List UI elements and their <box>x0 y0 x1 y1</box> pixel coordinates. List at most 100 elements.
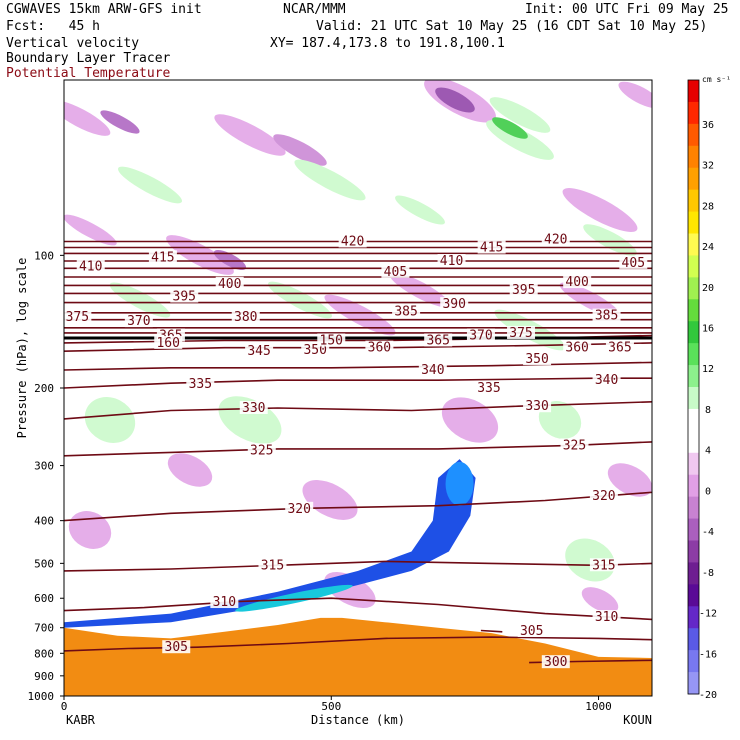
colorbar-label: -8 <box>702 568 714 579</box>
isentrope-label: 365 <box>426 333 449 348</box>
y-tick-label: 800 <box>34 647 54 660</box>
isentrope-label: 320 <box>592 489 615 504</box>
vv-cell-25 <box>167 453 213 487</box>
y-tick-label: 300 <box>34 460 54 473</box>
vv-cell-15 <box>166 235 234 275</box>
isentrope-label: 375 <box>66 310 89 325</box>
vv-cell-32 <box>68 511 112 549</box>
isentrope-label: 310 <box>595 610 618 625</box>
axes: 100 200 300 400 500 600 700 800 900 1000 0 500 1000 D… <box>15 249 652 727</box>
colorbar-label: 20 <box>702 283 714 294</box>
isentrope-label-bg <box>507 325 536 339</box>
isentrope-label-bg <box>124 314 153 328</box>
colorbar-swatch <box>688 628 699 651</box>
colorbar-swatch <box>688 80 699 103</box>
isentrope-label: 330 <box>242 401 265 416</box>
isentrope-label: 340 <box>595 373 618 388</box>
isentrope-label: 410 <box>79 260 102 275</box>
isentrope-305 <box>480 629 503 633</box>
vv-cell-11 <box>492 117 528 139</box>
y-tick-label: 400 <box>34 515 54 528</box>
isentrope-label-bg <box>477 240 506 254</box>
isentrope-label: 405 <box>384 265 407 280</box>
cross-section-coords: XY= 187.4,173.8 to 191.8,100.1 <box>270 36 505 51</box>
vv-cell-6 <box>395 195 445 225</box>
colorbar-swatch <box>688 365 699 388</box>
x-axis-label: Distance (km) <box>311 713 405 727</box>
isentrope-label: 300 <box>544 655 567 670</box>
isentrope-label-bg <box>474 381 503 394</box>
colorbar-swatch <box>688 496 699 520</box>
tracer-plume <box>64 459 476 628</box>
colorbar-label: -4 <box>702 527 714 538</box>
colorbar-swatch <box>688 474 699 498</box>
vv-cell-4 <box>294 159 366 201</box>
isentrope-label: 365 <box>608 341 631 356</box>
y-tick-label: 200 <box>34 382 54 395</box>
isentrope-label-bg <box>517 623 546 637</box>
x-tick-label: 1000 <box>585 700 612 713</box>
isentrope-label: 400 <box>565 275 588 290</box>
isentrope-label-bg <box>563 340 592 354</box>
colorbar-swatch <box>688 277 699 300</box>
isentrope-labels: 300 305 305 310 310 315 315 320 320 325 325 330 330 3… <box>64 232 648 670</box>
isentrope-label: 420 <box>341 234 364 249</box>
vertical-velocity-shading <box>64 80 652 613</box>
init-time: Init: 00 UTC Fri 09 May 25 <box>525 2 729 17</box>
plot-area: 300 305 305 310 310 315 315 320 320 325 325 330 330 3… <box>64 80 652 696</box>
isentrope-label-bg <box>285 501 314 515</box>
isentrope-label-bg <box>381 264 410 278</box>
isentrope-label-bg <box>523 352 552 366</box>
field-label-theta: Potential Temperature <box>6 66 171 81</box>
colorbar-label: 4 <box>705 446 711 457</box>
colorbar-swatch <box>688 299 699 322</box>
colorbar-swatch <box>688 145 699 169</box>
isentrope-label-bg <box>76 259 105 273</box>
vv-cell-23 <box>64 214 117 246</box>
vv-cell-5 <box>117 166 183 204</box>
colorbar-label: 24 <box>702 242 714 253</box>
isentrope-label-bg <box>424 333 453 347</box>
isentrope-label-bg <box>392 304 421 318</box>
right-endpoint: KOUN <box>623 713 652 727</box>
isentrope-label: 335 <box>477 381 500 396</box>
colorbar-label: -20 <box>699 690 717 701</box>
isentrope-label: 305 <box>520 624 543 639</box>
isentrope-label: 315 <box>592 558 615 573</box>
y-tick-label: 1000 <box>28 690 55 703</box>
colorbar-swatch <box>688 452 699 476</box>
vv-cell-13 <box>562 188 638 232</box>
colorbar-label: -12 <box>699 609 717 620</box>
isentrope-label-bg <box>258 558 287 572</box>
isentrope-label: 350 <box>303 343 326 358</box>
colorbar-label: 0 <box>705 486 711 497</box>
vv-cell-7 <box>489 97 551 133</box>
isentrope-label: 390 <box>442 297 465 312</box>
vv-cell-1 <box>100 110 140 134</box>
isentrope-label-bg <box>563 275 592 289</box>
isentrope-label: 320 <box>287 502 310 517</box>
vv-cell-17 <box>267 281 333 319</box>
vv-cell-12 <box>618 81 652 109</box>
y-tick-label: 700 <box>34 622 54 635</box>
isentrope-305 <box>64 636 652 652</box>
isentrope-label: 385 <box>394 304 417 319</box>
colorbar: 36 32 28 24 20 16 12 8 4 0 -4 -8 -12 -16 -20 cm s⁻¹ <box>687 75 731 701</box>
isentrope-label: 370 <box>469 328 492 343</box>
isentrope-310 <box>64 597 652 621</box>
isentrope-label-bg <box>619 255 648 269</box>
vv-cell-30 <box>581 587 619 613</box>
isentrope-label-bg <box>154 335 183 349</box>
isentrope-label: 325 <box>563 438 586 453</box>
isentrope-label-bg <box>170 289 199 303</box>
x-tick-label: 0 <box>61 700 68 713</box>
colorbar-swatch <box>688 343 699 366</box>
vv-cell-19 <box>109 282 171 318</box>
model-title: CGWAVES 15km ARW-GFS init <box>6 2 202 17</box>
colorbar-unit: cm s⁻¹ <box>702 75 731 84</box>
colorbar-swatch <box>688 430 699 454</box>
colorbar-swatch <box>688 408 699 432</box>
isentrope-label: 360 <box>565 341 588 356</box>
isentrope-label: 415 <box>480 241 503 256</box>
isentrope-label: 400 <box>218 277 241 292</box>
